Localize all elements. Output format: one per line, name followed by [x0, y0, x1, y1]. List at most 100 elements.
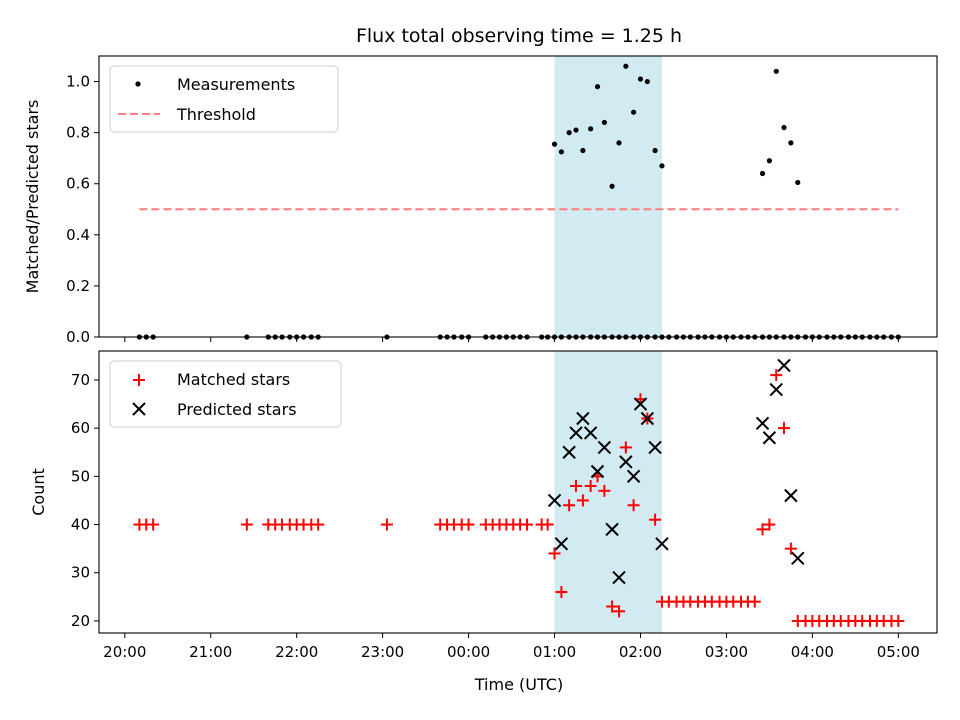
measurement-point	[659, 163, 665, 169]
x-axis-label: Time (UTC)	[474, 675, 563, 694]
top-axes-frame	[98, 55, 938, 338]
measurement-point	[573, 127, 579, 133]
count-points	[133, 358, 905, 627]
predicted-star-point	[655, 537, 669, 551]
top-y-axis-label: Matched/Predicted stars	[23, 100, 42, 294]
star-count-panel: 20 30 40 50 60 70 20:00 21:00 22:00 23:00 00:00 01…	[29, 350, 938, 694]
legend-matched-marker	[133, 374, 145, 386]
bottom-y-tick-label: 30	[71, 564, 90, 582]
bottom-y-tick-label: 60	[71, 419, 90, 437]
chart-title: Flux total observing time = 1.25 h	[356, 25, 682, 47]
predicted-star-point	[576, 411, 590, 426]
measurement-point	[588, 126, 594, 132]
x-tick-label: 02:00	[619, 643, 662, 661]
x-tick-label: 23:00	[361, 643, 404, 661]
top-y-tick-label: 1.0	[66, 73, 90, 91]
matched-star-point	[748, 595, 761, 608]
matched-star-point	[563, 499, 576, 512]
measurement-point	[631, 109, 637, 115]
measurement-point	[773, 68, 779, 74]
bottom-y-tick-label: 40	[71, 516, 90, 534]
matched-star-point	[521, 518, 534, 531]
matched-star-point	[147, 518, 160, 531]
matched-star-point	[784, 542, 797, 555]
measurement-point	[788, 140, 794, 146]
x-tick-label: 21:00	[189, 643, 232, 661]
matched-star-point	[462, 518, 475, 531]
top-y-tick-label: 0.0	[66, 328, 90, 346]
measurement-point	[759, 170, 766, 177]
measurement-point	[781, 124, 787, 131]
predicted-star-point	[640, 411, 655, 426]
bottom-y-tick-label: 50	[71, 467, 90, 485]
measurement-point	[637, 76, 644, 82]
predicted-star-point	[612, 570, 626, 585]
matched-star-point	[649, 513, 662, 526]
x-tick-label: 05:00	[877, 643, 920, 661]
matched-star-point	[598, 484, 611, 497]
x-tick-label: 00:00	[447, 643, 490, 661]
predicted-star-point	[562, 445, 576, 459]
predicted-star-point	[769, 382, 783, 397]
matched-star-point	[892, 614, 905, 627]
predicted-star-point	[590, 464, 605, 479]
top-y-tick-label: 0.2	[66, 277, 90, 295]
measurement-point	[551, 141, 558, 147]
measurement-point	[795, 179, 801, 186]
matched-star-point	[756, 523, 769, 536]
matched-star-point	[627, 499, 640, 512]
predicted-star-point	[583, 426, 598, 440]
matched-star-point	[584, 479, 597, 492]
predicted-star-point	[648, 440, 662, 455]
predicted-star-point	[762, 431, 777, 445]
matched-star-point	[778, 422, 791, 435]
legend-predicted-label: Predicted stars	[177, 400, 297, 419]
measurement-point	[623, 63, 629, 69]
predicted-star-point	[619, 455, 633, 469]
matched-star-point	[763, 518, 776, 531]
legend-matched-label: Matched stars	[177, 370, 290, 389]
matched-star-point	[770, 369, 783, 382]
predicted-star-point	[777, 358, 791, 373]
predicted-star-point	[554, 537, 569, 551]
top-y-tick-label: 0.6	[66, 175, 90, 193]
top-legend: Measurements Threshold	[109, 65, 339, 133]
measurement-point	[566, 130, 572, 136]
measurement-point	[601, 119, 607, 126]
predicted-star-point	[597, 440, 612, 455]
legend-threshold-label: Threshold	[176, 105, 256, 124]
matched-star-point	[555, 586, 568, 599]
legend-predicted-marker	[132, 402, 146, 416]
measurement-point	[644, 78, 650, 85]
bottom-x-axis-ticks: 20:00 21:00 22:00 23:00 00:00 01:00 02:00 03:00…	[103, 633, 920, 661]
matched-star-point	[612, 605, 625, 618]
matched-star-point	[606, 600, 619, 613]
predicted-star-point	[633, 397, 648, 411]
measurement-point	[558, 149, 565, 155]
bottom-y-axis-label: Count	[29, 468, 48, 516]
observing-window-shade-bottom	[554, 351, 662, 633]
measurement-point	[580, 147, 586, 154]
measurement-point	[652, 147, 658, 154]
matched-star-point	[240, 518, 253, 531]
bottom-y-tick-label: 20	[71, 612, 90, 630]
x-tick-label: 22:00	[275, 643, 318, 661]
predicted-star-point	[626, 469, 641, 484]
matched-star-point	[541, 518, 554, 531]
measurement-point	[616, 140, 622, 146]
x-tick-label: 20:00	[103, 643, 146, 661]
matched-star-point	[548, 547, 561, 560]
predicted-star-point	[784, 488, 798, 503]
x-tick-label: 03:00	[705, 643, 748, 661]
predicted-star-point	[547, 493, 562, 508]
x-tick-label: 04:00	[791, 643, 834, 661]
legend-measurements-label: Measurements	[177, 75, 295, 94]
observing-window-shade-top	[554, 56, 662, 337]
matched-star-point	[570, 479, 583, 492]
legend-measurements-marker	[135, 81, 141, 87]
predicted-star-point	[605, 522, 619, 537]
predicted-star-point	[755, 416, 770, 431]
measurement-point	[594, 84, 601, 90]
matched-star-point	[312, 518, 325, 531]
